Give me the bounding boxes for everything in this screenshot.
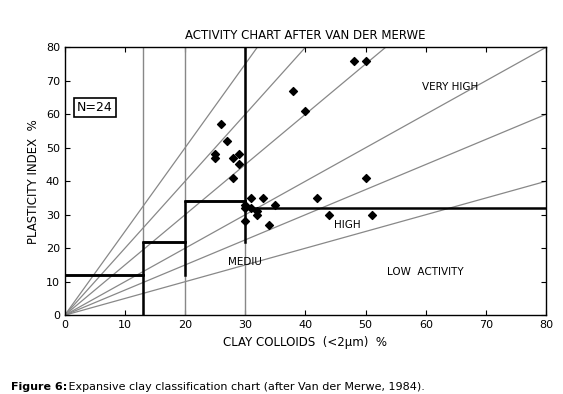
- Point: [313, 195, 322, 201]
- Text: N=24: N=24: [77, 101, 113, 114]
- Point: [253, 212, 262, 218]
- Point: [301, 108, 310, 114]
- Point: [241, 205, 250, 211]
- Point: [235, 151, 244, 158]
- Point: [253, 208, 262, 214]
- Text: LOW  ACTIVITY: LOW ACTIVITY: [387, 267, 464, 277]
- Text: Figure 6:: Figure 6:: [11, 382, 68, 392]
- Text: HIGH: HIGH: [334, 220, 361, 230]
- Point: [211, 151, 220, 158]
- Point: [325, 212, 334, 218]
- Point: [271, 202, 280, 208]
- Text: Expansive clay classification chart (after Van der Merwe, 1984).: Expansive clay classification chart (aft…: [65, 382, 425, 392]
- Point: [241, 218, 250, 225]
- Point: [211, 154, 220, 161]
- Point: [361, 58, 370, 64]
- Point: [247, 205, 256, 211]
- Point: [223, 138, 232, 144]
- Point: [241, 202, 250, 208]
- Point: [361, 175, 370, 181]
- Point: [229, 154, 238, 161]
- Point: [217, 121, 226, 128]
- Point: [259, 195, 268, 201]
- X-axis label: CLAY COLLOIDS  (<2μm)  %: CLAY COLLOIDS (<2μm) %: [224, 336, 387, 349]
- Text: VERY HIGH: VERY HIGH: [422, 82, 478, 93]
- Point: [289, 88, 298, 94]
- Point: [235, 162, 244, 168]
- Point: [367, 212, 376, 218]
- Point: [349, 58, 358, 64]
- Y-axis label: PLASTICITY INDEX  %: PLASTICITY INDEX %: [27, 119, 40, 243]
- Text: MEDIU: MEDIU: [229, 256, 262, 267]
- Point: [265, 221, 274, 228]
- Point: [229, 175, 238, 181]
- Point: [247, 195, 256, 201]
- Title: ACTIVITY CHART AFTER VAN DER MERWE: ACTIVITY CHART AFTER VAN DER MERWE: [185, 29, 426, 42]
